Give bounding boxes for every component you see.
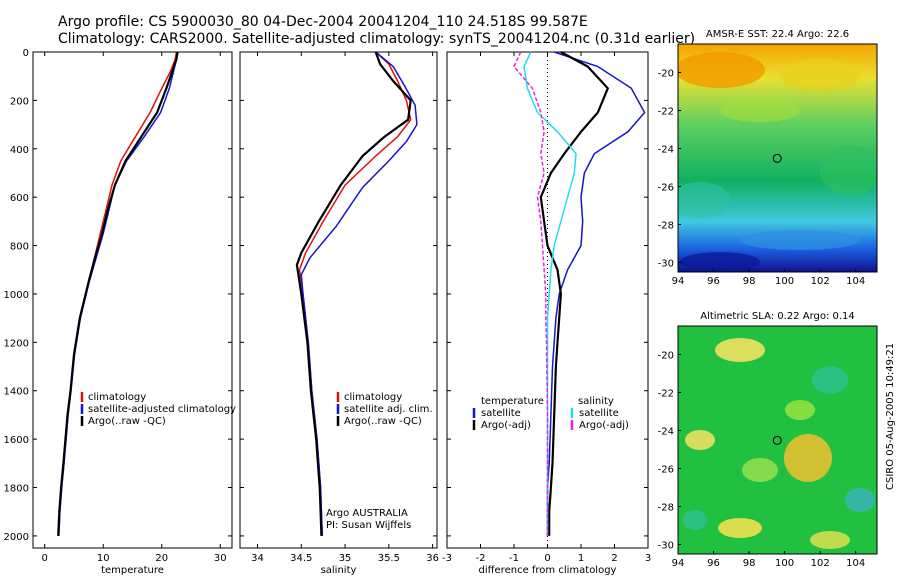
y-tick-label: -28 [658, 221, 674, 232]
sst-title: AMSR-E SST: 22.4 Argo: 22.6 [706, 29, 849, 40]
x-tick-label: 102 [811, 276, 830, 287]
legend-label: satellite adj. clim. [344, 404, 433, 415]
x-tick-label: 36 [426, 553, 439, 564]
sla-map: Altimetric SLA: 0.22 Argo: 0.14 94 96 98 10… [658, 311, 878, 570]
legend-label: satellite [579, 408, 619, 419]
x-tick-label: -1 [509, 553, 519, 564]
y-tick-label: -30 [658, 259, 674, 270]
difference-panel: -3 -2 -1 0 1 2 3 difference from climatology tem… [442, 51, 651, 576]
legend-group-title-temperature: temperature [481, 396, 544, 407]
x-axis-label: difference from climatology [479, 565, 617, 576]
y-tick-label: 1200 [4, 338, 29, 349]
x-tick-label: 104 [846, 276, 865, 287]
legend-label: Argo(-adj) [579, 420, 629, 431]
argo-location-marker [772, 435, 782, 445]
x-tick-label: 94 [672, 276, 685, 287]
x-tick-label: 98 [743, 276, 756, 287]
series-line-satellite [546, 51, 646, 536]
x-tick-label: 100 [775, 276, 794, 287]
x-tick-label: 2 [611, 553, 617, 564]
x-tick-label: 94 [672, 558, 685, 569]
sla-axes: 94 96 98 100 102 104 -20 -22 -24 -26 -28 -30 [658, 351, 866, 570]
x-tick-label: 10 [97, 553, 110, 564]
salinity-panel: 34 34.5 35 35.5 36 salinity climatologysatelli… [239, 51, 439, 576]
y-tick-label: -22 [658, 389, 674, 400]
series-line-argo-raw-qc [57, 51, 179, 536]
sla-field-texture [683, 338, 875, 549]
x-axis-label: temperature [101, 565, 164, 576]
y-tick-label: -22 [658, 107, 674, 118]
y-tick-label: 200 [10, 96, 29, 107]
sst-axes: 94 96 98 100 102 104 -20 -22 -24 -26 -28 -30 [658, 69, 866, 288]
sst-map: AMSR-E SST: 22.4 Argo: 22.6 94 96 98 100 102… [658, 29, 878, 288]
argo-location-marker [772, 153, 782, 163]
plot-frame [239, 51, 438, 549]
series-line-argo-adj [513, 51, 549, 536]
x-tick-label: 3 [645, 553, 651, 564]
x-tick-label: 35 [339, 553, 352, 564]
legend-label: climatology [88, 392, 146, 403]
y-tick-label: 1800 [4, 484, 29, 495]
x-tick-label: 98 [743, 558, 756, 569]
y-tick-label: 0 [23, 48, 29, 59]
y-tick-label: 1600 [4, 435, 29, 446]
figure-title-line1: Argo profile: CS 5900030_80 04-Dec-2004 … [58, 14, 588, 30]
legend-label: Argo(..raw -QC) [88, 416, 166, 427]
x-tick-label: 1 [578, 553, 584, 564]
x-tick-label: -2 [476, 553, 486, 564]
x-tick-label: 104 [846, 558, 865, 569]
legend-label: Argo(..raw -QC) [344, 416, 422, 427]
x-tick-label: 100 [775, 558, 794, 569]
y-tick-label: 1000 [4, 290, 29, 301]
y-tick-label: -20 [658, 69, 674, 80]
y-tick-label: -24 [658, 427, 674, 438]
y-tick-label: -30 [658, 541, 674, 552]
series-line-argo-raw-qc [295, 51, 412, 536]
figure-title-line2: Climatology: CARS2000. Satellite-adjuste… [58, 31, 696, 47]
y-tick-label: 2000 [4, 532, 29, 543]
timestamp-stamp: CSIRO 05-Aug-2005 10:49:21 [885, 343, 896, 490]
sla-frame [677, 325, 878, 555]
y-tick-label: -26 [658, 465, 674, 476]
x-tick-label: 34 [251, 553, 264, 564]
y-tick-label: 600 [10, 193, 29, 204]
sst-field-texture [678, 52, 877, 272]
x-tick-label: 20 [155, 553, 168, 564]
legend-group-title-salinity: salinity [578, 396, 614, 407]
x-tick-label: 0 [544, 553, 550, 564]
plot-frame [32, 51, 233, 549]
annotation-text: PI: Susan Wijffels [326, 520, 411, 531]
x-tick-label: 96 [707, 276, 720, 287]
y-tick-label: -26 [658, 183, 674, 194]
legend-label: satellite [481, 408, 521, 419]
x-tick-label: 96 [707, 558, 720, 569]
sla-title: Altimetric SLA: 0.22 Argo: 0.14 [700, 311, 855, 322]
legend-label: climatology [344, 392, 402, 403]
legend-label: satellite-adjusted climatology [88, 404, 236, 415]
temperature-panel: 0 10 20 30 temperature 0 200 400 600 800 1000 1200 1… [4, 48, 236, 576]
x-tick-label: -3 [442, 553, 452, 564]
x-tick-label: 35.5 [378, 553, 400, 564]
y-tick-label: -20 [658, 351, 674, 362]
annotation-text: Argo AUSTRALIA [326, 508, 408, 519]
y-tick-label: 800 [10, 242, 29, 253]
y-tick-label: -28 [658, 503, 674, 514]
x-axis-label: salinity [321, 565, 357, 576]
x-tick-label: 30 [214, 553, 227, 564]
x-tick-label: 34.5 [290, 553, 312, 564]
x-tick-label: 102 [811, 558, 830, 569]
legend-label: Argo(-adj) [481, 420, 531, 431]
y-tick-label: 400 [10, 145, 29, 156]
x-tick-label: 0 [42, 553, 48, 564]
sst-frame [677, 43, 878, 273]
y-tick-label: 1400 [4, 387, 29, 398]
y-tick-label: -24 [658, 145, 674, 156]
